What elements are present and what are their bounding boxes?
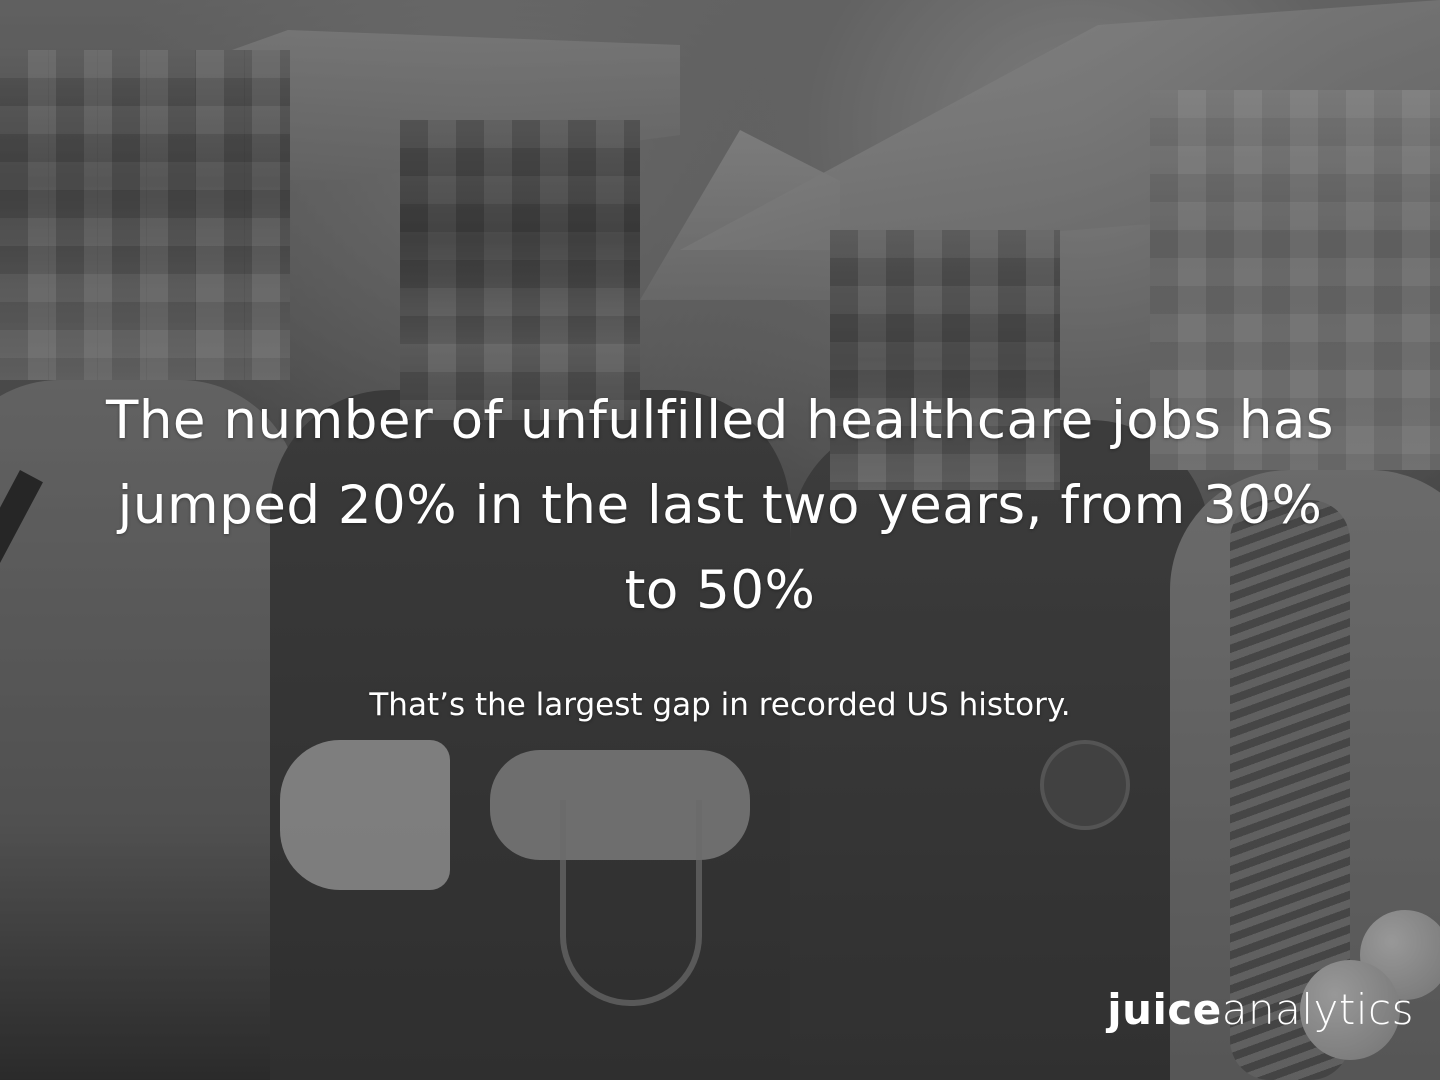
pixelated-face (1150, 90, 1440, 470)
juice-analytics-logo: juiceanalytics (1107, 980, 1414, 1040)
headline: The number of unfulfilled healthcare job… (105, 390, 1335, 621)
pixelated-face (830, 230, 1060, 490)
uniform-patch (1040, 740, 1130, 830)
subheadline: That’s the largest gap in recorded US hi… (369, 687, 1071, 723)
fruit (1300, 960, 1400, 1060)
logo-light-text: analytics (1221, 985, 1414, 1034)
pixelated-face (0, 50, 290, 380)
sleeve (280, 740, 450, 890)
person-silhouette (0, 380, 300, 1080)
logo-bold-text: juice (1107, 985, 1222, 1034)
person-silhouette (790, 420, 1210, 1080)
pixelated-face (400, 120, 640, 420)
person-silhouette (270, 390, 790, 1080)
stethoscope (560, 800, 702, 1006)
